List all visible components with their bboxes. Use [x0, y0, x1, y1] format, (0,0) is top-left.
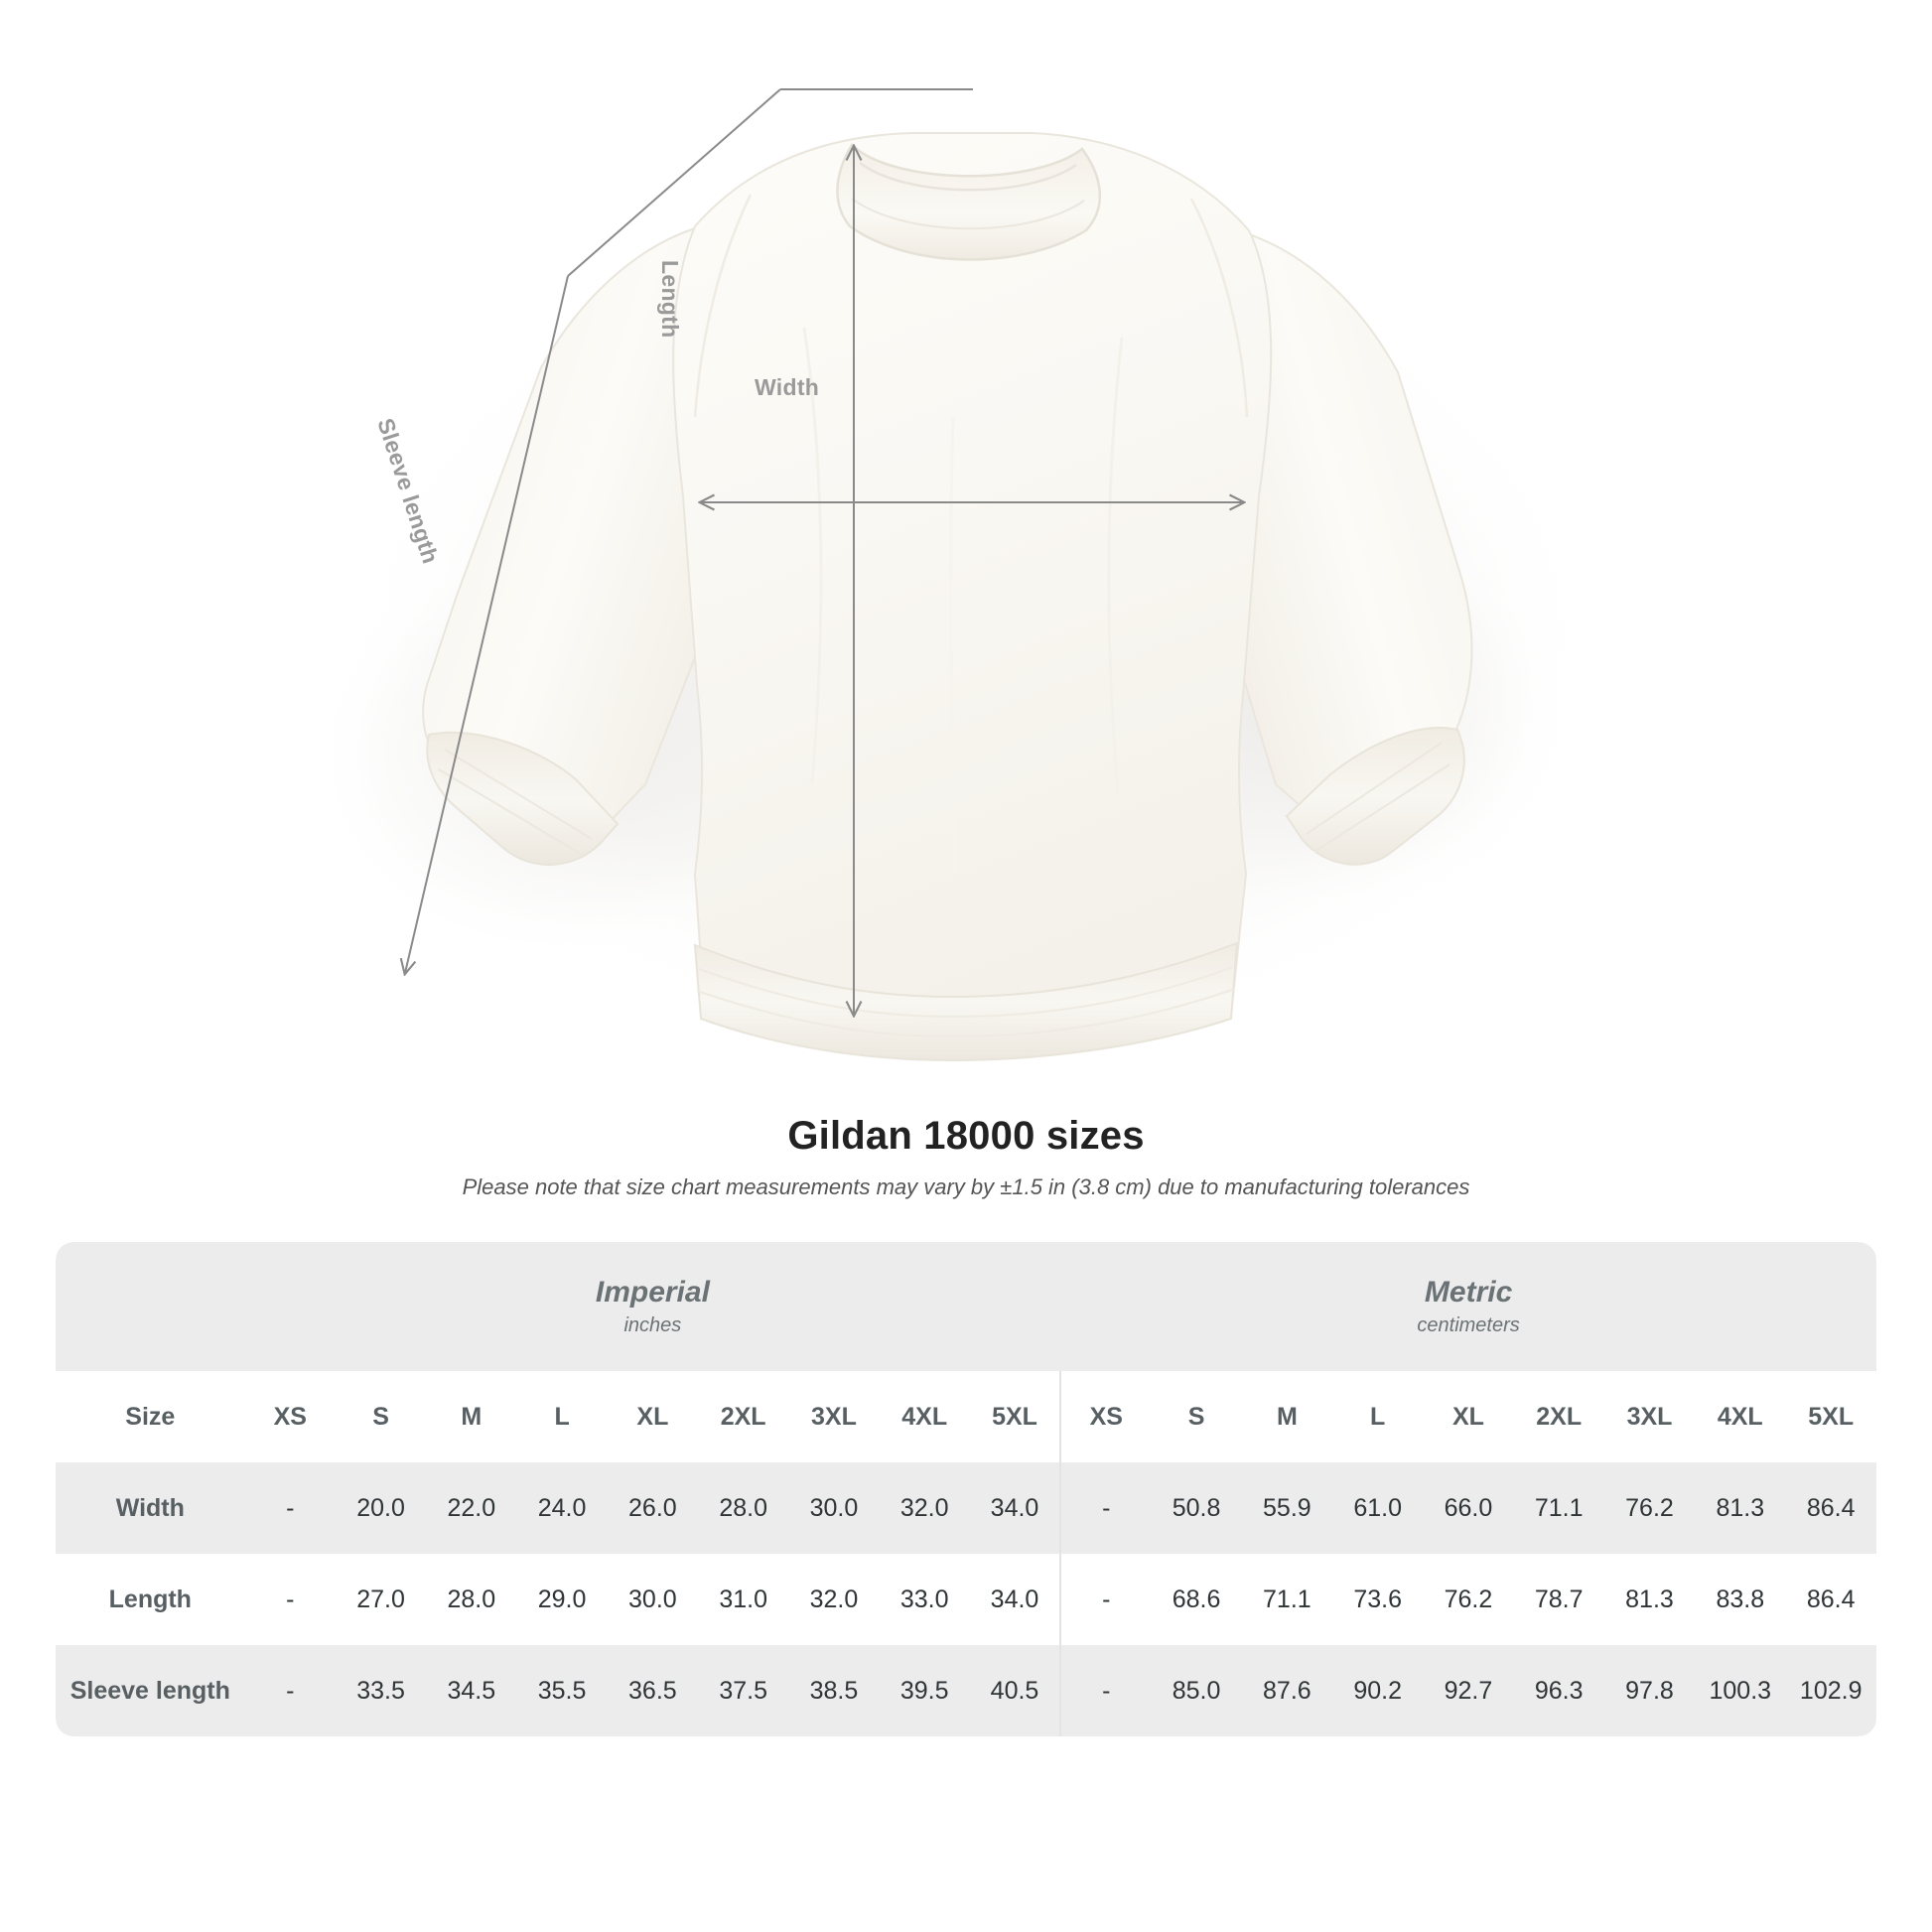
- cell-length-imperial-s: 27.0: [335, 1554, 427, 1645]
- cell-sleeve-length-imperial-m: 34.5: [426, 1645, 517, 1736]
- row-label-length: Length: [56, 1554, 245, 1645]
- size-header-imperial-l: L: [516, 1371, 608, 1462]
- cell-width-metric-3xl: 76.2: [1603, 1462, 1696, 1554]
- page-title: Gildan 18000 sizes: [787, 1114, 1145, 1158]
- size-header-imperial-5xl: 5XL: [969, 1371, 1061, 1462]
- cell-sleeve-length-metric-xs: -: [1059, 1645, 1152, 1736]
- cell-sleeve-length-imperial-4xl: 39.5: [879, 1645, 970, 1736]
- cell-length-imperial-m: 28.0: [426, 1554, 517, 1645]
- size-chart-heading: Gildan 18000 sizes Please note that size…: [0, 1114, 1932, 1200]
- cell-length-imperial-xs: -: [244, 1554, 336, 1645]
- cell-sleeve-length-imperial-5xl: 40.5: [969, 1645, 1061, 1736]
- row-label-width: Width: [56, 1462, 245, 1554]
- size-header-metric-3xl: 3XL: [1603, 1371, 1696, 1462]
- cell-length-imperial-5xl: 34.0: [969, 1554, 1061, 1645]
- size-header-metric-s: S: [1151, 1371, 1242, 1462]
- unit-row-spacer: [56, 1242, 245, 1371]
- unit-system-name: Imperial: [595, 1276, 710, 1310]
- unit-system-row: Imperial inches Metric centimeters: [56, 1242, 1876, 1371]
- cell-length-imperial-l: 29.0: [516, 1554, 608, 1645]
- cell-sleeve-length-imperial-xs: -: [244, 1645, 336, 1736]
- cell-length-metric-xs: -: [1059, 1554, 1152, 1645]
- cell-sleeve-length-imperial-xl: 36.5: [607, 1645, 699, 1736]
- table-row: Width -20.0 22.0 24.0 26.0 28.0 30.0 32.0 34.0-5…: [56, 1462, 1876, 1554]
- size-header-row: Size XS S M L XL 2XL 3XL 4XL 5XL XS S M L XL 2XL 3XL 4XL 5…: [56, 1371, 1876, 1462]
- unit-system-unit: centimeters: [1417, 1313, 1520, 1336]
- cell-width-imperial-xs: -: [244, 1462, 336, 1554]
- cell-sleeve-length-metric-4xl: 100.3: [1695, 1645, 1786, 1736]
- cell-sleeve-length-metric-5xl: 102.9: [1785, 1645, 1876, 1736]
- cell-sleeve-length-metric-3xl: 97.8: [1603, 1645, 1696, 1736]
- size-column-header: Size: [56, 1371, 245, 1462]
- size-header-imperial-xl: XL: [607, 1371, 699, 1462]
- size-header-metric-l: L: [1332, 1371, 1424, 1462]
- tolerance-note: Please note that size chart measurements…: [462, 1174, 1470, 1199]
- size-header-metric-xs: XS: [1059, 1371, 1152, 1462]
- cell-width-metric-4xl: 81.3: [1695, 1462, 1786, 1554]
- size-header-imperial-4xl: 4XL: [879, 1371, 970, 1462]
- cell-sleeve-length-imperial-2xl: 37.5: [698, 1645, 789, 1736]
- unit-system-header-metric: Metric centimeters: [1060, 1242, 1876, 1371]
- sweatshirt-illustration: [308, 132, 1608, 1062]
- cell-sleeve-length-imperial-s: 33.5: [335, 1645, 427, 1736]
- cell-length-imperial-2xl: 31.0: [698, 1554, 789, 1645]
- cell-width-imperial-3xl: 30.0: [788, 1462, 880, 1554]
- cell-sleeve-length-metric-s: 85.0: [1151, 1645, 1242, 1736]
- cell-length-metric-xl: 76.2: [1423, 1554, 1514, 1645]
- cell-length-metric-s: 68.6: [1151, 1554, 1242, 1645]
- cell-sleeve-length-metric-xl: 92.7: [1423, 1645, 1514, 1736]
- cell-width-imperial-m: 22.0: [426, 1462, 517, 1554]
- size-header-metric-2xl: 2XL: [1513, 1371, 1604, 1462]
- size-header-imperial-xs: XS: [244, 1371, 336, 1462]
- cell-width-metric-2xl: 71.1: [1513, 1462, 1604, 1554]
- cell-length-imperial-3xl: 32.0: [788, 1554, 880, 1645]
- size-header-metric-m: M: [1241, 1371, 1333, 1462]
- size-header-imperial-m: M: [426, 1371, 517, 1462]
- row-label-sleeve-length: Sleeve length: [56, 1645, 245, 1736]
- size-chart-table: Imperial inches Metric centimeters Size XS S M L…: [56, 1242, 1876, 1736]
- cell-length-metric-3xl: 81.3: [1603, 1554, 1696, 1645]
- cell-sleeve-length-imperial-l: 35.5: [516, 1645, 608, 1736]
- cell-width-metric-s: 50.8: [1151, 1462, 1242, 1554]
- cell-sleeve-length-metric-l: 90.2: [1332, 1645, 1424, 1736]
- size-header-metric-xl: XL: [1423, 1371, 1514, 1462]
- cell-length-metric-m: 71.1: [1241, 1554, 1333, 1645]
- cell-width-metric-m: 55.9: [1241, 1462, 1333, 1554]
- unit-system-unit: inches: [623, 1313, 682, 1336]
- cell-width-imperial-4xl: 32.0: [879, 1462, 970, 1554]
- unit-system-header-imperial: Imperial inches: [244, 1242, 1061, 1371]
- cell-length-imperial-4xl: 33.0: [879, 1554, 970, 1645]
- cell-length-metric-5xl: 86.4: [1785, 1554, 1876, 1645]
- cell-sleeve-length-imperial-3xl: 38.5: [788, 1645, 880, 1736]
- cell-sleeve-length-metric-2xl: 96.3: [1513, 1645, 1604, 1736]
- cell-width-metric-xs: -: [1059, 1462, 1152, 1554]
- cell-width-imperial-l: 24.0: [516, 1462, 608, 1554]
- cell-sleeve-length-metric-m: 87.6: [1241, 1645, 1333, 1736]
- size-header-metric-5xl: 5XL: [1785, 1371, 1876, 1462]
- cell-length-metric-2xl: 78.7: [1513, 1554, 1604, 1645]
- unit-system-name: Metric: [1424, 1276, 1513, 1310]
- size-header-metric-4xl: 4XL: [1695, 1371, 1786, 1462]
- cell-width-metric-5xl: 86.4: [1785, 1462, 1876, 1554]
- cell-length-imperial-xl: 30.0: [607, 1554, 699, 1645]
- cell-width-metric-xl: 66.0: [1423, 1462, 1514, 1554]
- length-measure-label: Length: [657, 260, 683, 339]
- size-header-imperial-s: S: [335, 1371, 427, 1462]
- cell-length-metric-l: 73.6: [1332, 1554, 1424, 1645]
- product-figure: Length Width Sleeve length: [308, 88, 1608, 1062]
- cell-width-imperial-5xl: 34.0: [969, 1462, 1061, 1554]
- width-measure-label: Width: [755, 374, 820, 400]
- cell-length-metric-4xl: 83.8: [1695, 1554, 1786, 1645]
- cell-width-imperial-2xl: 28.0: [698, 1462, 789, 1554]
- cell-width-imperial-xl: 26.0: [607, 1462, 699, 1554]
- table-row: Sleeve length -33.5 34.5 35.5 36.5 37.5 38.5 39…: [56, 1645, 1876, 1736]
- table-row: Length -27.0 28.0 29.0 30.0 31.0 32.0 33.0 34.0-…: [56, 1554, 1876, 1645]
- size-table-container: Imperial inches Metric centimeters Size XS S M L…: [56, 1242, 1876, 1736]
- size-header-imperial-3xl: 3XL: [788, 1371, 880, 1462]
- cell-width-imperial-s: 20.0: [335, 1462, 427, 1554]
- size-header-imperial-2xl: 2XL: [698, 1371, 789, 1462]
- cell-width-metric-l: 61.0: [1332, 1462, 1424, 1554]
